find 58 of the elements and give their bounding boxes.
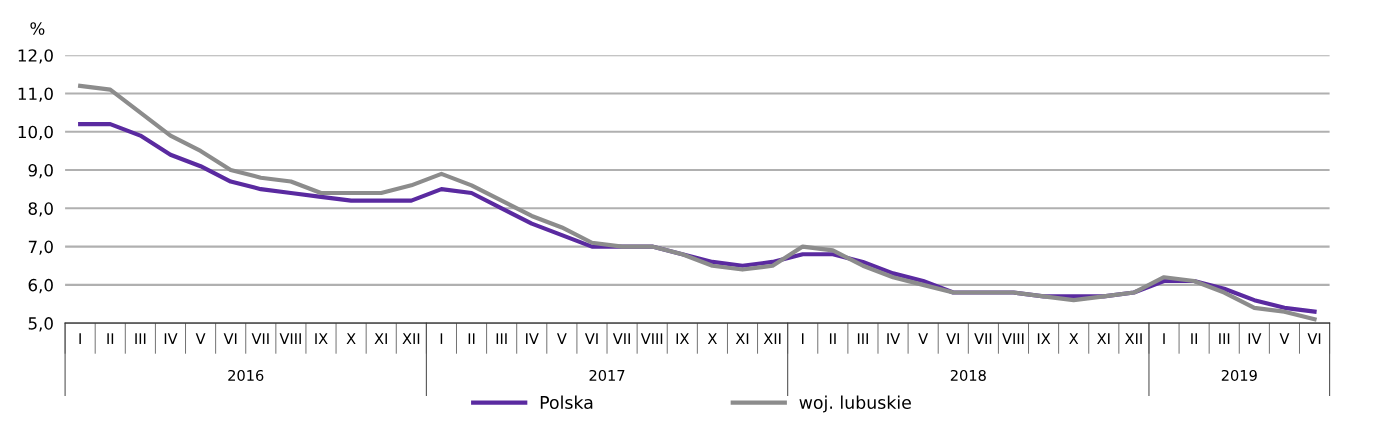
x-tick-label: II	[468, 333, 475, 344]
x-tick-label: X	[1069, 333, 1079, 344]
x-tick-label: I	[440, 333, 443, 344]
y-tick-label: 12,0	[18, 49, 53, 64]
x-tick-label: IV	[1248, 333, 1262, 344]
x-tick-label: VIII	[1002, 333, 1024, 344]
y-tick-label: 9,0	[28, 164, 53, 179]
x-tick-label: XI	[1097, 333, 1110, 344]
x-tick-label: IV	[887, 333, 901, 344]
x-tick-label: IX	[315, 333, 328, 344]
x-tick-label: V	[195, 333, 206, 344]
text: 2018	[950, 369, 986, 381]
x-tick-label: I	[79, 333, 81, 344]
text: 2016	[228, 369, 264, 381]
x-tick-label: XII	[763, 333, 781, 344]
y-tick-label: 11,0	[18, 87, 53, 102]
text: 2019	[1221, 369, 1257, 381]
x-tick-label: I	[1163, 333, 1165, 344]
x-tick-label: V	[1279, 333, 1290, 344]
x-tick-label: III	[1219, 333, 1230, 344]
x-tick-label: V	[556, 333, 567, 344]
y-tick-label: 10,0	[18, 125, 53, 141]
x-tick-label: IV	[164, 333, 178, 344]
x-tick-label: VII	[612, 333, 630, 344]
x-tick-label: VII	[974, 333, 992, 344]
x-tick-label: XI	[735, 333, 749, 344]
x-tick-label: II	[1191, 333, 1197, 344]
x-tick-label: XI	[374, 333, 387, 344]
x-tick-label: XII	[1125, 333, 1142, 344]
x-tick-label: VI	[1307, 333, 1321, 344]
x-tick-label: XII	[402, 333, 420, 344]
y-tick-label: 7,0	[28, 240, 53, 255]
y-tick-label: 6,0	[28, 278, 53, 294]
x-tick-label: III	[857, 333, 868, 344]
y-tick-label: 5,0	[28, 317, 53, 332]
x-tick-label: I	[802, 333, 804, 344]
x-tick-label: V	[918, 333, 929, 344]
y-tick-label: 8,0	[28, 202, 53, 217]
x-tick-label: VI	[223, 333, 237, 344]
x-tick-label: VII	[251, 333, 269, 344]
x-tick-label: VI	[584, 333, 598, 344]
x-tick-label: IX	[676, 333, 689, 344]
x-tick-label: VI	[946, 333, 959, 344]
legend-label: woj. lubuskie	[799, 395, 911, 413]
x-tick-label: VIII	[279, 333, 301, 344]
x-tick-label: IV	[526, 333, 539, 344]
x-tick-label: VIII	[640, 333, 663, 344]
x-tick-label: III	[496, 333, 507, 344]
x-tick-label: X	[707, 333, 717, 344]
text: 2017	[589, 369, 625, 381]
line-series	[78, 83, 1317, 322]
y-axis-title: %	[30, 22, 45, 35]
x-tick-label: II	[829, 333, 836, 344]
x-tick-label: IX	[1037, 333, 1051, 344]
x-tick-label: X	[346, 333, 356, 344]
x-tick-label: III	[135, 333, 146, 344]
legend-label: Polska	[540, 395, 593, 410]
x-tick-label: II	[107, 333, 114, 344]
